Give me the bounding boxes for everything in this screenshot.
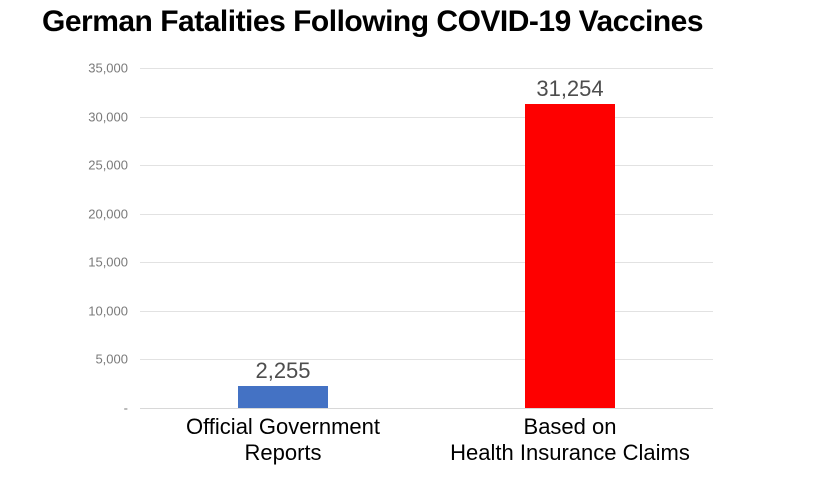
category-label-line: Official Government xyxy=(185,414,380,439)
y-tick-label: 30,000 xyxy=(88,109,128,125)
y-tick-label: 35,000 xyxy=(88,60,128,76)
gridline xyxy=(140,117,713,118)
gridline xyxy=(140,262,713,263)
category-label-line: Health Insurance Claims xyxy=(450,440,690,465)
gridline xyxy=(140,311,713,312)
category-label: Official Government Reports xyxy=(123,414,443,466)
y-tick-label: 15,000 xyxy=(88,254,128,270)
bar-value-label: 31,254 xyxy=(536,76,604,101)
y-tick-label: 20,000 xyxy=(88,206,128,222)
category-label-line: Reports xyxy=(244,440,322,465)
x-axis-line xyxy=(140,408,713,409)
y-tick-label: 10,000 xyxy=(88,303,128,319)
bar-insurance-claims xyxy=(525,104,615,408)
gridline xyxy=(140,165,713,166)
gridline xyxy=(140,214,713,215)
bar-official-reports xyxy=(238,386,328,408)
bar-value-label: 2,255 xyxy=(255,358,311,383)
y-tick-label: 25,000 xyxy=(88,157,128,173)
category-label-line: Based on xyxy=(523,414,617,439)
y-tick-label: 5,000 xyxy=(95,351,128,367)
gridline xyxy=(140,359,713,360)
category-label: Based on Health Insurance Claims xyxy=(410,414,730,466)
y-tick-label: - xyxy=(123,400,128,416)
gridline xyxy=(140,68,713,69)
chart-title: German Fatalities Following COVID-19 Vac… xyxy=(42,5,704,38)
